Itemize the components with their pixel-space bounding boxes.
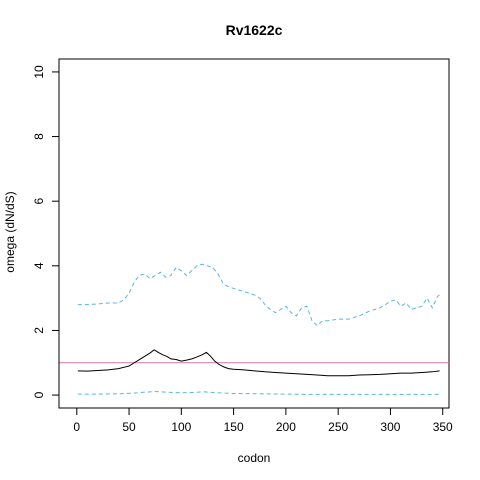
series-line-2 <box>77 349 440 377</box>
y-tick-label: 10 <box>32 65 46 79</box>
y-tick-label: 2 <box>32 327 46 334</box>
y-tick-label: 8 <box>32 133 46 140</box>
series-line-3 <box>77 391 440 395</box>
x-tick-label: 350 <box>433 420 453 434</box>
x-tick-label: 200 <box>276 420 296 434</box>
y-tick-label: 6 <box>32 198 46 205</box>
x-tick-label: 100 <box>171 420 191 434</box>
y-tick-label: 4 <box>32 262 46 269</box>
y-axis-label: omega (dN/dS) <box>3 191 17 272</box>
x-tick-label: 150 <box>224 420 244 434</box>
series-layer <box>77 263 440 395</box>
x-tick-label: 50 <box>122 420 136 434</box>
x-tick-label: 0 <box>73 420 80 434</box>
x-axis: 0 50 100 150 200 250 300 350 <box>73 407 453 434</box>
y-tick-label: 0 <box>32 391 46 398</box>
plot-frame <box>58 58 450 409</box>
y-axis: 0 2 4 6 8 10 <box>32 65 60 398</box>
x-axis-label: codon <box>238 451 271 465</box>
chart-title: Rv1622c <box>226 22 283 38</box>
x-tick-label: 300 <box>380 420 400 434</box>
x-tick-label: 250 <box>328 420 348 434</box>
series-line-1 <box>77 263 440 327</box>
